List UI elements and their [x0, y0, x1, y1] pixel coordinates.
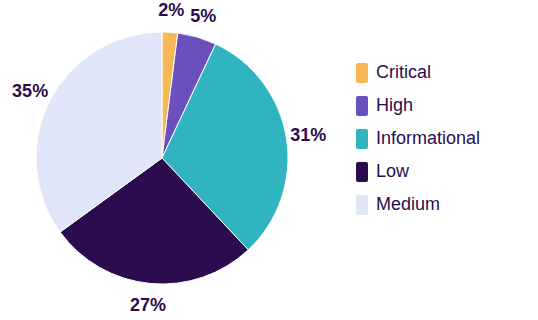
svg-text:5%: 5% [190, 6, 216, 26]
html-text:Critical: Critical [376, 62, 431, 82]
svg-text:35%: 35% [12, 81, 48, 101]
html-text:Medium: Medium [376, 194, 440, 214]
svg-text:27%: 27% [130, 295, 166, 315]
svg-text:31%: 31% [290, 125, 326, 145]
html-text:Low: Low [376, 161, 409, 181]
html-text:High: High [376, 95, 413, 115]
html-text:Informational: Informational [376, 128, 481, 148]
svg-text:2%: 2% [158, 0, 184, 20]
